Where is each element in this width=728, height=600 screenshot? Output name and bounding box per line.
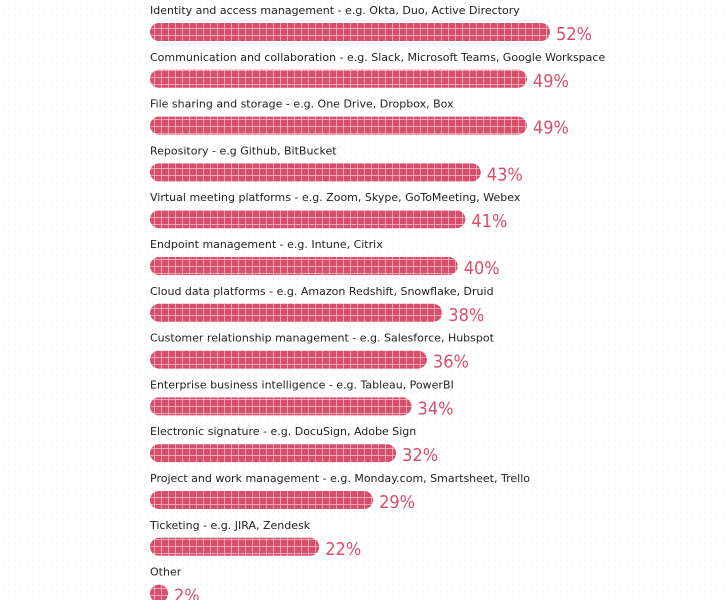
value-label: 49% <box>533 71 569 92</box>
bar <box>150 350 427 369</box>
category-label: File sharing and storage - e.g. One Driv… <box>150 98 454 111</box>
category-label: Project and work management - e.g. Monda… <box>150 472 530 485</box>
bar-row: Electronic signature - e.g. DocuSign, Ad… <box>150 425 438 466</box>
bar-row: Repository - e.g Github, BitBucket 43% <box>150 144 523 185</box>
bar-row: Other 2% <box>150 566 200 600</box>
bar <box>150 491 374 509</box>
bar-row: Cloud data platforms - e.g. Amazon Redsh… <box>150 285 494 326</box>
category-label: Electronic signature - e.g. DocuSign, Ad… <box>150 425 416 438</box>
value-label: 52% <box>556 24 592 45</box>
bar-row: Communication and collaboration - e.g. S… <box>150 51 605 92</box>
value-label: 41% <box>471 211 507 232</box>
value-label: 2% <box>174 586 200 600</box>
value-label: 32% <box>402 445 438 466</box>
category-label: Ticketing - e.g. JIRA, Zendesk <box>149 519 311 532</box>
bar-row: Customer relationship management - e.g. … <box>150 332 495 373</box>
value-label: 29% <box>379 492 415 513</box>
bar <box>150 257 458 275</box>
bars-layer: Identity and access management - e.g. Ok… <box>149 4 605 600</box>
bar <box>150 303 443 322</box>
bar-row: Endpoint management - e.g. Intune, Citri… <box>150 238 500 279</box>
category-label: Virtual meeting platforms - e.g. Zoom, S… <box>150 191 521 204</box>
bar <box>150 444 397 463</box>
category-label: Cloud data platforms - e.g. Amazon Redsh… <box>150 285 494 298</box>
value-label: 22% <box>325 539 361 560</box>
bar <box>150 163 481 182</box>
bar-row: File sharing and storage - e.g. One Driv… <box>150 98 569 139</box>
bar <box>150 210 466 229</box>
category-label: Endpoint management - e.g. Intune, Citri… <box>150 238 383 251</box>
category-label: Enterprise business intelligence - e.g. … <box>150 378 454 391</box>
bar <box>150 584 168 600</box>
bar-row: Identity and access management - e.g. Ok… <box>150 4 592 45</box>
bar-row: Virtual meeting platforms - e.g. Zoom, S… <box>150 191 521 232</box>
category-label: Customer relationship management - e.g. … <box>150 332 495 345</box>
value-label: 49% <box>533 118 569 139</box>
category-label: Repository - e.g Github, BitBucket <box>150 144 337 157</box>
bar-row: Enterprise business intelligence - e.g. … <box>150 378 454 419</box>
bar <box>150 116 527 135</box>
bar <box>150 537 320 556</box>
category-label: Communication and collaboration - e.g. S… <box>150 51 605 64</box>
value-label: 43% <box>487 164 523 185</box>
value-label: 34% <box>418 398 454 419</box>
bar <box>150 397 412 416</box>
value-label: 38% <box>448 305 484 326</box>
bar <box>150 23 550 41</box>
category-label: Identity and access management - e.g. Ok… <box>150 4 520 17</box>
value-label: 36% <box>433 352 469 373</box>
bar <box>150 69 527 88</box>
category-label: Other <box>150 566 182 579</box>
bar-row: Ticketing - e.g. JIRA, Zendesk 22% <box>149 519 361 560</box>
bar-row: Project and work management - e.g. Monda… <box>150 472 530 513</box>
value-label: 40% <box>464 258 500 279</box>
